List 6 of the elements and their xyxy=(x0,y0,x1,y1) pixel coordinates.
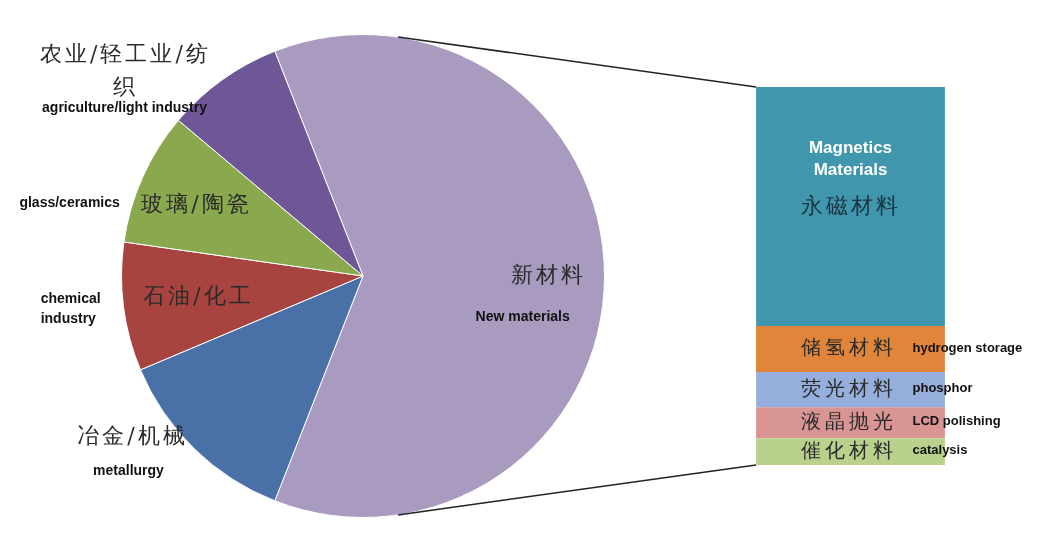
series-label: 荧光材料 phosphor xyxy=(800,375,973,400)
bar xyxy=(756,87,945,326)
series-label: 液晶抛光 LCD polishing xyxy=(800,408,1001,433)
slice-label: 冶金/机械 metallurgy xyxy=(77,423,188,479)
slice-label: 新材料 New materials xyxy=(475,261,587,324)
series-label: Magnetics Materials 永磁材料 xyxy=(800,137,901,218)
